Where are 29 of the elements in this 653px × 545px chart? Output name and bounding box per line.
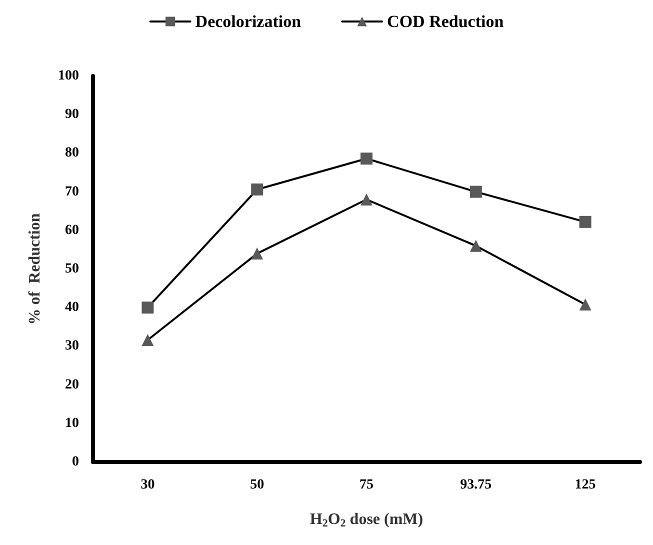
- y-tick-label: 90: [65, 107, 79, 122]
- y-tick-label: 60: [65, 222, 79, 238]
- y-tick-label: 50: [65, 262, 79, 276]
- x-tick-label: 93.75: [460, 478, 492, 492]
- y-tick-label: 30: [65, 338, 79, 354]
- point: [470, 186, 482, 198]
- x-tick-label: 75: [360, 478, 374, 492]
- y-tick-label: 70: [65, 184, 79, 200]
- point: [251, 183, 264, 196]
- y-tick-label: 40: [65, 300, 79, 316]
- legend-label: COD Reduction: [387, 12, 504, 31]
- y-tick-label: 10: [65, 416, 79, 431]
- point: [579, 298, 592, 311]
- point: [142, 334, 154, 346]
- point: [579, 216, 592, 228]
- y-axis-title: % of Reduction: [26, 213, 44, 325]
- point: [360, 194, 372, 206]
- x-tick-label: 125: [574, 478, 596, 492]
- x-tick-label: 30: [140, 478, 155, 492]
- point: [251, 248, 264, 260]
- y-tick-label: 20: [65, 377, 79, 392]
- point: [142, 302, 154, 314]
- y-tick-label: 0: [72, 454, 79, 470]
- legend-label: Decolorization: [195, 12, 302, 31]
- x-tick-label: 50: [250, 478, 264, 492]
- y-tick-label: 100: [58, 68, 79, 84]
- y-tick-label: 80: [65, 146, 79, 161]
- point: [360, 152, 372, 165]
- point: [470, 240, 482, 252]
